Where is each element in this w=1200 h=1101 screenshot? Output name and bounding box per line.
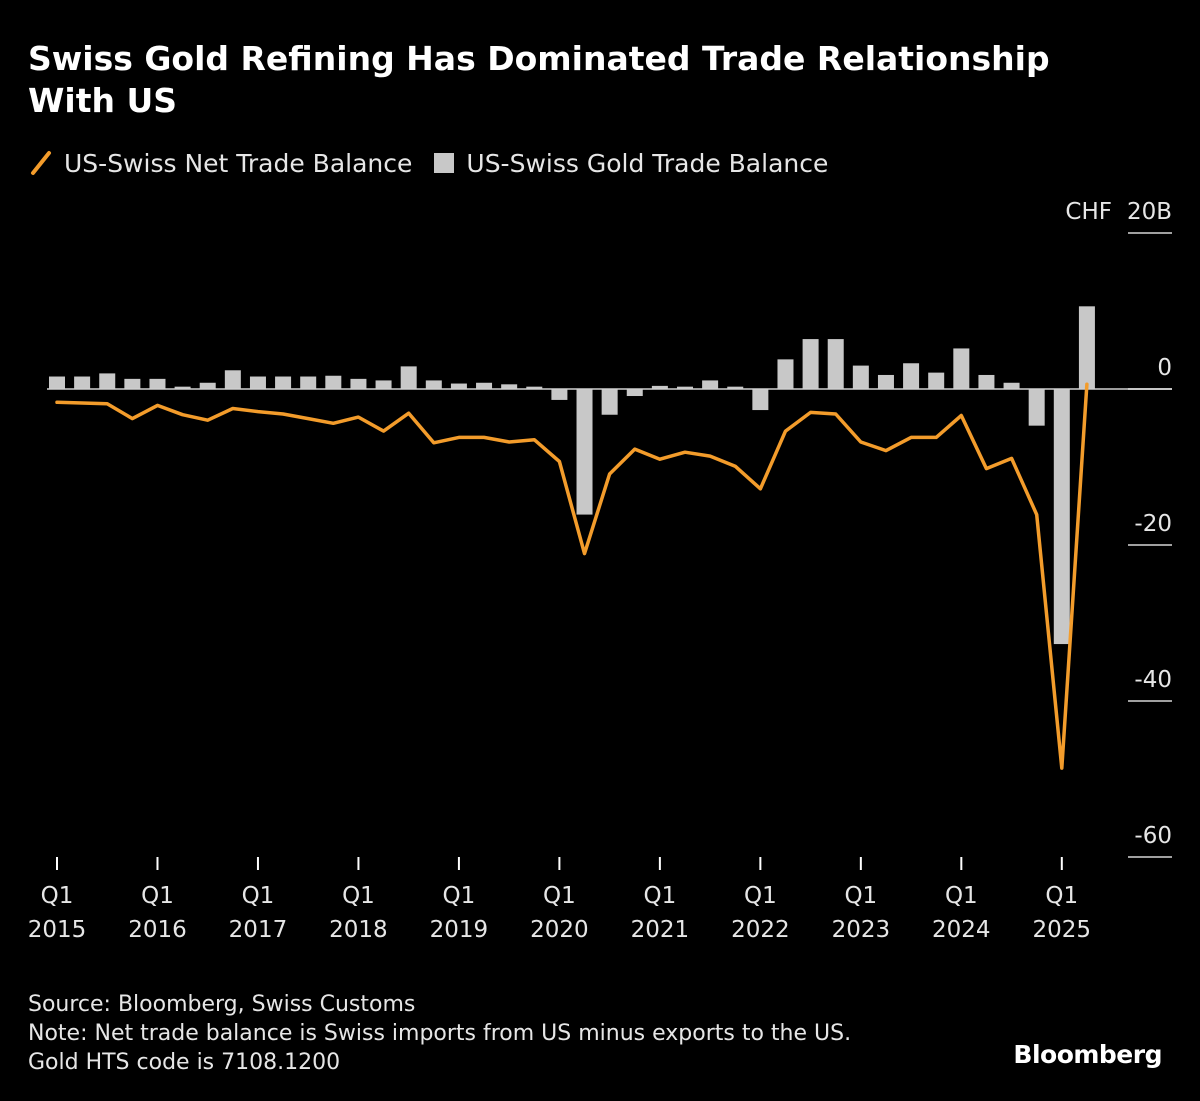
bar-gold-trade: [425, 380, 442, 389]
bar-gold-trade: [1053, 389, 1070, 645]
bar-gold-trade: [249, 376, 266, 389]
bar-gold-trade: [752, 389, 769, 411]
y-tick-label: -20: [1134, 511, 1172, 537]
note-text-line-1: Note: Net trade balance is Swiss imports…: [28, 1021, 852, 1046]
legend-label-gold-trade: US-Swiss Gold Trade Balance: [466, 148, 829, 178]
legend: US-Swiss Net Trade Balance US-Swiss Gold…: [30, 146, 850, 180]
bar-gold-trade: [877, 374, 894, 389]
x-tick-label-year: 2023: [832, 917, 891, 943]
x-tick-label-quarter: Q1: [443, 883, 476, 909]
y-tick-label: 0: [1157, 355, 1172, 381]
x-tick-label-year: 2021: [631, 917, 690, 943]
bar-gold-trade: [978, 374, 995, 389]
bar-gold-trade: [199, 382, 216, 389]
x-tick-label-quarter: Q1: [945, 883, 978, 909]
bar-gold-trade: [777, 359, 794, 389]
y-tick-label: 20B: [1127, 199, 1172, 225]
x-tick-label-quarter: Q1: [844, 883, 877, 909]
bar-gold-trade: [903, 363, 920, 389]
x-tick-label-year: 2019: [430, 917, 489, 943]
legend-line-icon: [31, 151, 51, 175]
bar-gold-trade: [149, 378, 166, 389]
x-tick-label-year: 2017: [229, 917, 288, 943]
bar-gold-trade: [476, 382, 493, 389]
x-axis: Q1 2015 Q1 2016 Q1 2017 Q1 2018 Q1 2019 Q1 2020 Q1 20…: [28, 857, 1091, 943]
bar-series-gold-trade: [49, 306, 1095, 645]
x-tick-label-year: 2022: [731, 917, 790, 943]
bar-gold-trade: [677, 386, 693, 389]
x-tick-label-year: 2020: [530, 917, 589, 943]
line-net-trade: [55, 382, 1089, 770]
bar-gold-trade: [852, 365, 869, 389]
note-text-line-2: Gold HTS code is 7108.1200: [28, 1050, 341, 1075]
y-unit-label: CHF: [1065, 199, 1112, 225]
bar-gold-trade: [1003, 382, 1020, 389]
bar-gold-trade: [124, 378, 141, 389]
bar-gold-trade: [375, 380, 392, 389]
bar-gold-trade: [626, 389, 643, 397]
x-tick-label-quarter: Q1: [141, 883, 174, 909]
bar-gold-trade: [928, 372, 945, 389]
x-tick-label-quarter: Q1: [644, 883, 677, 909]
bar-gold-trade: [651, 385, 668, 389]
x-tick-label-year: 2016: [128, 917, 187, 943]
legend-item-gold-trade: US-Swiss Gold Trade Balance: [434, 149, 828, 178]
x-tick-label-quarter: Q1: [242, 883, 275, 909]
bar-gold-trade: [275, 376, 292, 389]
bar-gold-trade: [99, 373, 116, 389]
source-text: Source: Bloomberg, Swiss Customs: [28, 992, 416, 1017]
y-tick-label: -60: [1134, 823, 1172, 849]
bar-gold-trade: [953, 348, 970, 389]
x-tick-label-quarter: Q1: [1045, 883, 1078, 909]
chart-plot: 20B 0 -20 -40 -60 CHF Q1 2015 Q1 2016 Q1 2017 Q1 201…: [28, 199, 1172, 943]
x-tick-label-year: 2018: [329, 917, 388, 943]
bar-gold-trade: [300, 376, 317, 389]
y-axis: 20B 0 -20 -40 -60 CHF: [1065, 199, 1172, 858]
x-tick-label-quarter: Q1: [342, 883, 375, 909]
x-tick-label-year: 2015: [28, 917, 87, 943]
bar-gold-trade: [802, 339, 819, 389]
bar-gold-trade: [551, 389, 568, 400]
legend-box-icon: [434, 153, 455, 173]
bar-gold-trade: [576, 389, 593, 515]
bar-gold-trade: [501, 384, 518, 389]
footer: Source: Bloomberg, Swiss Customs Note: N…: [28, 990, 851, 1077]
x-tick-label-year: 2024: [932, 917, 991, 943]
bar-gold-trade: [350, 378, 367, 389]
bar-gold-trade: [224, 370, 241, 389]
line-series-net-trade: [55, 382, 1089, 770]
bar-gold-trade: [400, 366, 417, 389]
bar-gold-trade: [325, 375, 342, 389]
bar-gold-trade: [74, 376, 91, 389]
bloomberg-logo: Bloomberg: [1013, 1040, 1162, 1069]
x-tick-label-quarter: Q1: [543, 883, 576, 909]
bar-gold-trade: [450, 383, 467, 389]
x-tick-label-quarter: Q1: [41, 883, 74, 909]
x-tick-label-quarter: Q1: [744, 883, 777, 909]
bar-gold-trade: [1028, 389, 1045, 426]
legend-item-net-trade: US-Swiss Net Trade Balance: [30, 149, 412, 178]
bar-gold-trade: [727, 386, 744, 389]
bar-gold-trade: [827, 339, 844, 389]
chart-title: Swiss Gold Refining Has Dominated Trade …: [28, 39, 1050, 120]
bar-gold-trade: [174, 386, 191, 389]
x-tick-label-year: 2025: [1033, 917, 1092, 943]
bar-gold-trade: [526, 386, 543, 389]
y-tick-label: -40: [1134, 667, 1172, 693]
legend-label-net-trade: US-Swiss Net Trade Balance: [64, 148, 413, 178]
bar-gold-trade: [1078, 306, 1095, 389]
bar-gold-trade: [601, 389, 618, 415]
bar-gold-trade: [49, 376, 65, 389]
bar-gold-trade: [702, 380, 719, 389]
